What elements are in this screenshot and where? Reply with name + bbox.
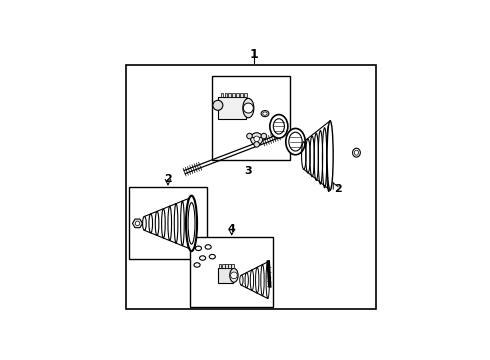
Bar [244,93,246,97]
Bar [126,66,376,309]
Bar [222,264,224,267]
Ellipse shape [289,132,302,151]
Circle shape [261,133,267,139]
Text: 2: 2 [164,174,172,184]
Ellipse shape [243,98,254,118]
Ellipse shape [273,119,284,134]
Ellipse shape [261,111,269,117]
Text: 1: 1 [249,48,258,61]
Bar [236,93,239,97]
Bar [190,237,273,307]
Bar [219,264,221,267]
Circle shape [231,272,237,279]
Ellipse shape [353,148,360,157]
Circle shape [244,103,253,113]
Bar [129,187,207,260]
Ellipse shape [263,112,267,115]
Ellipse shape [188,203,195,244]
Text: 4: 4 [228,224,236,234]
Ellipse shape [270,114,288,138]
Bar [225,264,227,267]
Circle shape [254,136,259,141]
Circle shape [250,133,263,145]
Bar [231,264,234,267]
Bar [228,264,231,267]
Bar [220,93,223,97]
Bar [218,97,245,119]
Text: 2: 2 [335,184,343,194]
Ellipse shape [327,121,333,190]
Ellipse shape [230,269,238,282]
Bar [218,267,233,283]
Bar [212,76,290,159]
Bar [228,93,231,97]
Circle shape [246,133,252,139]
Circle shape [254,141,259,147]
Bar [232,93,235,97]
Circle shape [135,221,140,226]
Bar [240,93,243,97]
Ellipse shape [286,129,305,155]
Ellipse shape [186,196,197,251]
Circle shape [213,100,223,110]
Ellipse shape [354,150,359,155]
Text: 3: 3 [245,166,252,176]
Bar [224,93,227,97]
